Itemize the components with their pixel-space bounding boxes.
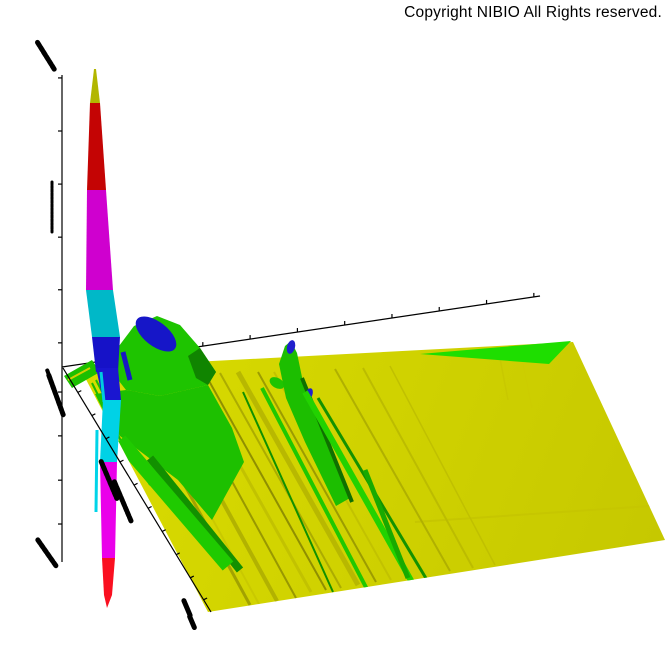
wall-red-tip [102, 558, 115, 608]
illegible-y-axis-label-b [111, 479, 135, 525]
y-axis-tick [190, 575, 195, 579]
green-ridge2 [279, 341, 350, 506]
ridge-stripe [334, 368, 451, 572]
wall-cyan-tail [94, 429, 99, 513]
illegible-label-z-min [35, 537, 59, 569]
y-axis-tick [133, 482, 138, 486]
sheet-crease [414, 505, 651, 523]
wall-cyan-lower [100, 400, 121, 462]
blue-sliver [120, 351, 133, 381]
y-axis-line [62, 367, 212, 613]
green-hill-shadow [188, 348, 216, 385]
illegible-label-origin-b [46, 372, 66, 418]
blue-cap [135, 316, 177, 352]
y-axis-tick [147, 505, 152, 509]
ridge-stripe [203, 371, 327, 591]
y-axis-tick [119, 459, 124, 463]
green-stripe [362, 469, 411, 579]
y-axis-tick [105, 436, 110, 440]
wall-magenta [86, 190, 113, 290]
y-axis-tick [91, 413, 96, 417]
green-slope [95, 385, 244, 520]
corner-green-patch [64, 360, 100, 388]
green-stripe [260, 387, 372, 596]
green-slope-tail [114, 435, 234, 571]
illegible-y-axis-label-a [98, 459, 120, 501]
wall-cyan-sliver [99, 371, 106, 403]
copyright-text: Copyright NIBIO All Rights reserved. [404, 4, 662, 21]
illegible-label-y-end-b [187, 613, 197, 631]
illegible-label-y-end-a [181, 598, 193, 618]
y-axis-tick [161, 529, 166, 533]
green-blob [269, 377, 285, 389]
y-axis-tick [175, 552, 180, 556]
wall-tip-olive [90, 69, 100, 103]
blue-tip [286, 340, 296, 354]
y-axis [62, 367, 212, 613]
ridge-stripe [257, 371, 377, 583]
ridge-stripe [362, 367, 474, 569]
far-edge-green-wedge [420, 341, 571, 364]
illegible-label-z-max [35, 39, 57, 73]
wall-red [87, 103, 106, 190]
ridge-stripe [235, 370, 361, 587]
green-slope-tail-dark [146, 455, 244, 573]
wall-cyan [86, 290, 120, 337]
green-stripe [242, 391, 334, 593]
ridge-stripe [389, 365, 496, 566]
corner-yellow-stripe [67, 367, 91, 381]
green-hill [112, 316, 216, 396]
ridge-stripe [219, 372, 342, 589]
y-axis-tick [77, 390, 82, 393]
wall-blue [92, 337, 120, 372]
z-axis [58, 75, 63, 562]
y-axis-tick [203, 597, 208, 601]
